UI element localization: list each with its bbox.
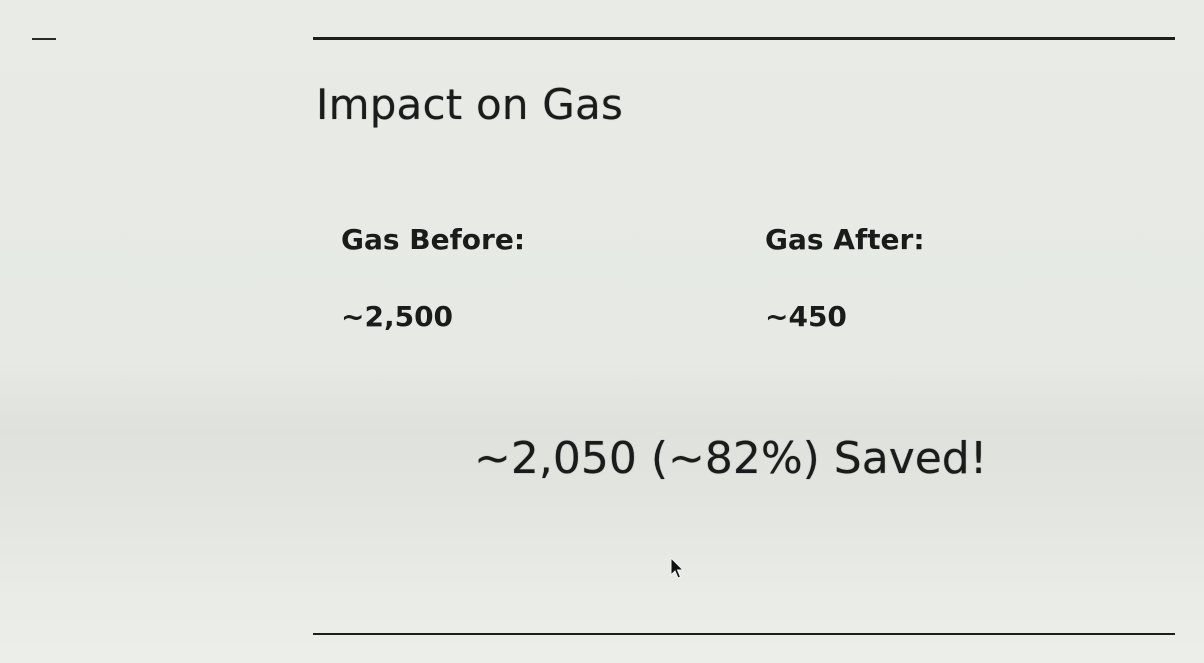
gas-before-value: ~2,500 bbox=[341, 300, 454, 333]
top-divider-line bbox=[313, 37, 1175, 40]
gas-after-label: Gas After: bbox=[765, 223, 925, 256]
gas-before-label: Gas Before: bbox=[341, 223, 526, 256]
mouse-pointer-icon bbox=[670, 556, 685, 581]
corner-dash-mark bbox=[32, 38, 56, 40]
slide-title: Impact on Gas bbox=[316, 80, 624, 129]
bottom-divider-line bbox=[313, 633, 1175, 635]
gas-savings-summary: ~2,050 (~82%) Saved! bbox=[474, 433, 988, 484]
gas-after-value: ~450 bbox=[765, 300, 847, 333]
